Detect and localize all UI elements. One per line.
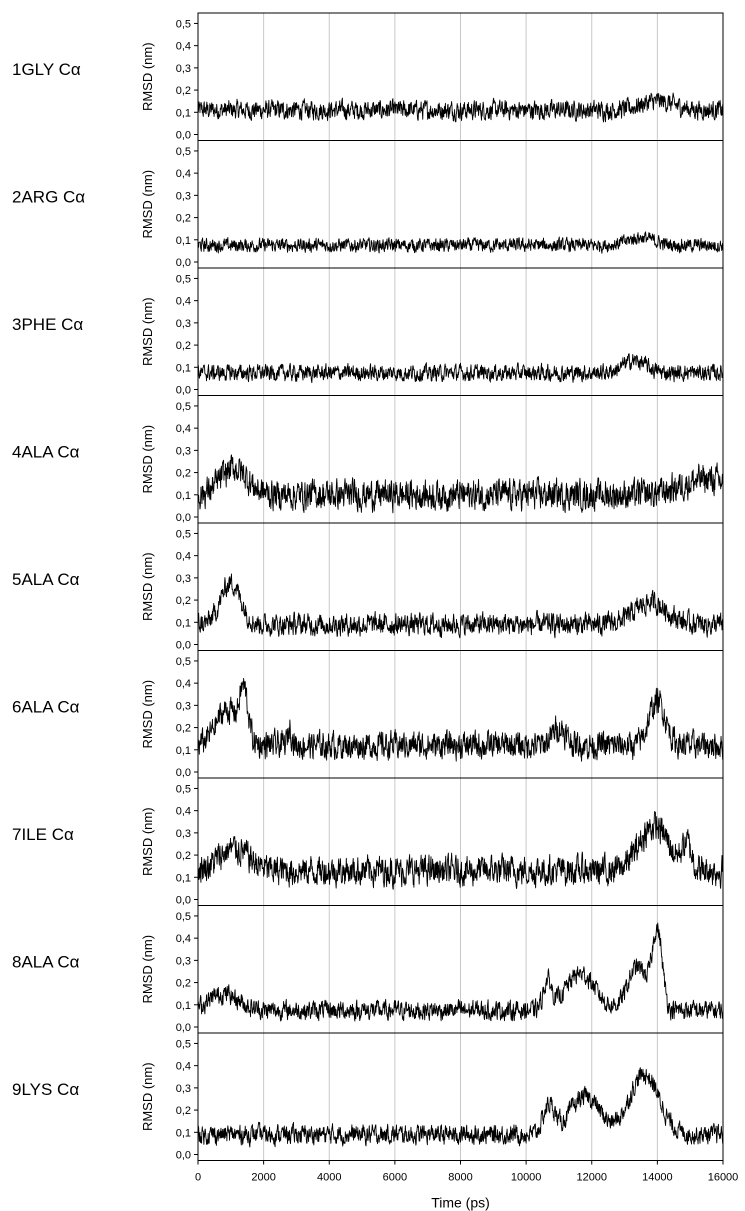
y-axis-label: RMSD (nm) bbox=[140, 170, 155, 239]
y-tick-label: 0,1 bbox=[176, 872, 191, 884]
y-tick-label: 0,1 bbox=[176, 362, 191, 374]
row-label-9: 9LYS Cα bbox=[12, 1080, 79, 1099]
y-tick-label: 0,4 bbox=[176, 168, 191, 180]
y-tick-label: 0,3 bbox=[176, 63, 191, 75]
y-axis-label: RMSD (nm) bbox=[140, 425, 155, 494]
y-tick-label: 0,1 bbox=[176, 617, 191, 629]
y-tick-label: 0,1 bbox=[176, 1000, 191, 1012]
y-tick-label: 0,1 bbox=[176, 745, 191, 757]
rmsd-trace-5 bbox=[197, 573, 724, 639]
y-tick-label: 0,2 bbox=[176, 850, 191, 862]
y-tick-label: 0,2 bbox=[176, 340, 191, 352]
x-tick-label: 8000 bbox=[448, 1172, 472, 1184]
y-tick-label: 0,0 bbox=[176, 512, 191, 524]
y-tick-label: 0,0 bbox=[176, 130, 191, 142]
y-tick-label: 0,0 bbox=[176, 1022, 191, 1034]
row-label-8: 8ALA Cα bbox=[12, 952, 80, 971]
y-tick-label: 0,2 bbox=[176, 978, 191, 990]
y-axis-label: RMSD (nm) bbox=[140, 552, 155, 621]
x-tick-label: 6000 bbox=[383, 1172, 407, 1184]
rmsd-trace-4 bbox=[197, 454, 724, 514]
y-tick-label: 0,3 bbox=[176, 1083, 191, 1095]
x-tick-label: 0 bbox=[195, 1172, 201, 1184]
y-tick-label: 0,4 bbox=[176, 551, 191, 563]
row-label-1: 1GLY Cα bbox=[12, 60, 81, 79]
y-tick-label: 0,4 bbox=[176, 806, 191, 818]
y-tick-label: 0,5 bbox=[176, 656, 191, 668]
row-label-6: 6ALA Cα bbox=[12, 697, 80, 716]
y-tick-label: 0,1 bbox=[176, 1127, 191, 1139]
y-tick-label: 0,1 bbox=[176, 107, 191, 119]
y-tick-label: 0,3 bbox=[176, 573, 191, 585]
y-tick-label: 0,1 bbox=[176, 490, 191, 502]
y-tick-label: 0,5 bbox=[176, 911, 191, 923]
rmsd-trace-3 bbox=[197, 353, 724, 384]
y-tick-label: 0,3 bbox=[176, 700, 191, 712]
rmsd-trace-6 bbox=[197, 678, 724, 762]
y-tick-label: 0,1 bbox=[176, 235, 191, 247]
y-tick-label: 0,4 bbox=[176, 423, 191, 435]
y-tick-label: 0,2 bbox=[176, 85, 191, 97]
y-tick-label: 0,5 bbox=[176, 401, 191, 413]
row-label-4: 4ALA Cα bbox=[12, 442, 80, 461]
rmsd-trace-8 bbox=[197, 922, 724, 1022]
x-tick-label: 12000 bbox=[576, 1172, 607, 1184]
row-label-7: 7ILE Cα bbox=[12, 825, 74, 844]
y-axis-label: RMSD (nm) bbox=[140, 680, 155, 749]
row-label-3: 3PHE Cα bbox=[12, 315, 83, 334]
y-tick-label: 0,5 bbox=[176, 528, 191, 540]
y-tick-label: 0,0 bbox=[176, 385, 191, 397]
y-axis-label: RMSD (nm) bbox=[140, 42, 155, 111]
y-tick-label: 0,0 bbox=[176, 1150, 191, 1162]
y-tick-label: 0,2 bbox=[176, 723, 191, 735]
y-tick-label: 0,3 bbox=[176, 318, 191, 330]
y-axis-label: RMSD (nm) bbox=[140, 297, 155, 366]
y-tick-label: 0,5 bbox=[176, 146, 191, 158]
y-tick-label: 0,4 bbox=[176, 933, 191, 945]
y-tick-label: 0,4 bbox=[176, 41, 191, 53]
y-tick-label: 0,5 bbox=[176, 18, 191, 30]
row-label-2: 2ARG Cα bbox=[12, 187, 85, 206]
x-tick-label: 2000 bbox=[251, 1172, 275, 1184]
x-axis-label: Time (ps) bbox=[431, 1195, 490, 1211]
y-tick-label: 0,5 bbox=[176, 273, 191, 285]
y-tick-label: 0,5 bbox=[176, 1038, 191, 1050]
y-tick-label: 0,4 bbox=[176, 296, 191, 308]
y-tick-label: 0,3 bbox=[176, 828, 191, 840]
y-tick-label: 0,3 bbox=[176, 955, 191, 967]
y-tick-label: 0,5 bbox=[176, 783, 191, 795]
rmsd-trace-1 bbox=[197, 92, 724, 123]
y-tick-label: 0,0 bbox=[176, 767, 191, 779]
x-tick-label: 14000 bbox=[642, 1172, 673, 1184]
y-tick-label: 0,4 bbox=[176, 1061, 191, 1073]
rmsd-trace-2 bbox=[197, 231, 724, 254]
x-tick-label: 10000 bbox=[511, 1172, 542, 1184]
rmsd-trace-9 bbox=[197, 1067, 724, 1148]
x-tick-label: 16000 bbox=[708, 1172, 739, 1184]
y-tick-label: 0,0 bbox=[176, 640, 191, 652]
y-tick-label: 0,4 bbox=[176, 678, 191, 690]
y-axis-label: RMSD (nm) bbox=[140, 935, 155, 1004]
row-label-5: 5ALA Cα bbox=[12, 570, 80, 589]
x-tick-label: 4000 bbox=[317, 1172, 341, 1184]
y-axis-label: RMSD (nm) bbox=[140, 1062, 155, 1131]
y-tick-label: 0,2 bbox=[176, 213, 191, 225]
y-tick-label: 0,0 bbox=[176, 895, 191, 907]
y-tick-label: 0,2 bbox=[176, 468, 191, 480]
y-axis-label: RMSD (nm) bbox=[140, 807, 155, 876]
y-tick-label: 0,3 bbox=[176, 190, 191, 202]
y-tick-label: 0,3 bbox=[176, 445, 191, 457]
y-tick-label: 0,2 bbox=[176, 595, 191, 607]
rmsd-trace-7 bbox=[197, 811, 724, 890]
y-tick-label: 0,0 bbox=[176, 257, 191, 269]
y-tick-label: 0,2 bbox=[176, 1105, 191, 1117]
